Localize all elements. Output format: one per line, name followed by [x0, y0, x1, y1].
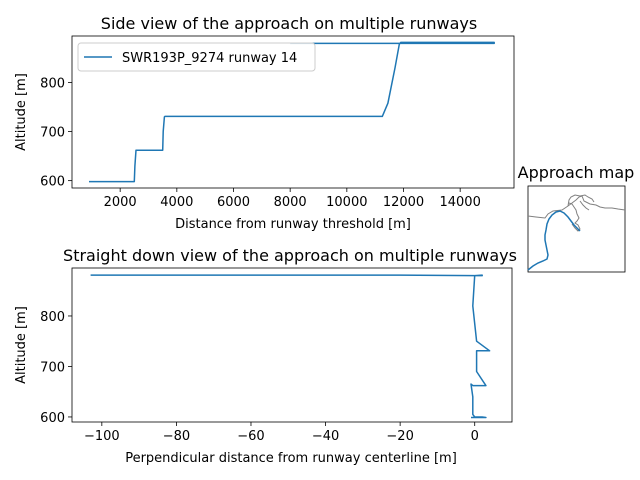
down-view-xtick-label: −20 [386, 429, 413, 444]
down-view-ytick-label: 800 [40, 310, 65, 325]
side-view-xtick-label: 8000 [274, 195, 307, 210]
side-view-series-line-0 [89, 41, 495, 183]
side-view-legend: SWR193P_9274 runway 14 [77, 42, 316, 72]
side-view-xtick-label: 12000 [383, 195, 424, 210]
side-view-chart: Side view of the approach on multiple ru… [14, 14, 515, 232]
side-view-plot-area [71, 35, 515, 189]
down-view-xtick-label: −40 [312, 429, 339, 444]
side-view-xtick-label: 4000 [160, 195, 193, 210]
down-view-xtick-label: −60 [237, 429, 264, 444]
coastline-path [527, 194, 626, 232]
approach-map-title: Approach map [518, 163, 635, 182]
down-view-ytick-label: 700 [40, 360, 65, 375]
approach-map-frame [527, 185, 626, 273]
side-view-ylabel: Altitude [m] [14, 73, 29, 151]
side-view-ytick-label: 600 [40, 175, 65, 190]
down-view-xtick-label: −80 [163, 429, 190, 444]
side-view-xlabel: Distance from runway threshold [m] [175, 217, 411, 232]
down-view-title: Straight down view of the approach on mu… [63, 246, 517, 265]
down-view-chart: Straight down view of the approach on mu… [14, 246, 517, 466]
side-view-ytick-label: 800 [40, 77, 65, 92]
down-view-xlabel: Perpendicular distance from runway cente… [125, 451, 457, 466]
side-view-xtick-label: 10000 [326, 195, 367, 210]
side-view-title: Side view of the approach on multiple ru… [101, 14, 477, 33]
approach-map: Approach map [518, 163, 635, 273]
down-view-xtick-label: 0 [471, 429, 479, 444]
down-view-ylabel: Altitude [m] [14, 306, 29, 384]
down-view-plot-area [71, 267, 513, 423]
legend-box [77, 42, 316, 72]
side-view-xtick-label: 14000 [439, 195, 480, 210]
down-view-series-line-0 [90, 274, 491, 419]
side-view-ytick-label: 700 [40, 126, 65, 141]
approach-track-path [527, 210, 581, 271]
side-view-xtick-label: 6000 [217, 195, 250, 210]
down-view-ytick-label: 600 [40, 411, 65, 426]
legend-label-swr193p: SWR193P_9274 runway 14 [122, 51, 297, 66]
down-view-xtick-label: −100 [84, 429, 120, 444]
side-view-xtick-label: 2000 [104, 195, 137, 210]
